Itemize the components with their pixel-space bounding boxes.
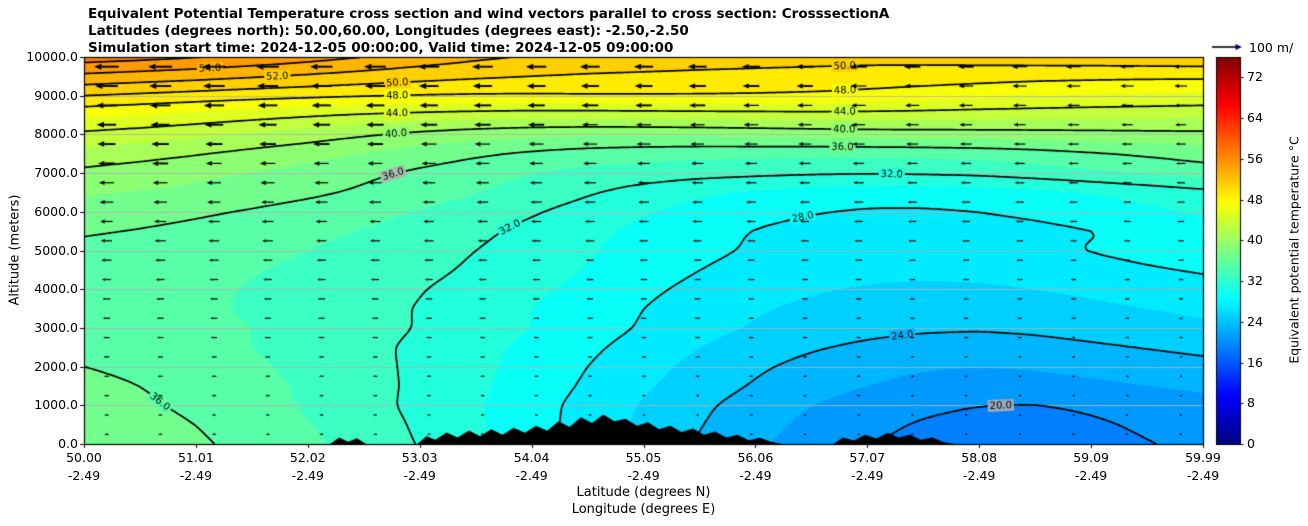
colorbar-tick-label: 40 (1247, 232, 1263, 248)
chart-title-line2: Latitudes (degrees north): 50.00,60.00, … (88, 23, 689, 39)
y-tick-label: 1000.0 (34, 397, 78, 413)
x-axis-label-longitude: Longitude (degrees E) (571, 502, 716, 517)
y-tick-label: 3000.0 (34, 319, 78, 335)
colorbar-tick-label: 8 (1247, 395, 1255, 411)
y-tick-label: 9000.0 (34, 87, 78, 103)
y-tick-label: 0.0 (58, 436, 78, 451)
x-tick-label: 51.01 -2.49 (161, 449, 231, 485)
y-tick-label: 4000.0 (34, 281, 78, 297)
y-tick-label: 8000.0 (34, 126, 78, 142)
x-tick-longitude-value: -2.49 (67, 468, 101, 483)
x-tick-longitude-value: -2.49 (403, 468, 436, 483)
y-tick-label: 10000.0 (26, 49, 78, 64)
x-tick-latitude-value: 59.09 (1073, 450, 1109, 465)
chart-title-block: Equivalent Potential Temperature cross s… (88, 6, 889, 57)
colorbar-tick-label: 48 (1247, 191, 1263, 207)
x-tick-longitude-value: -2.49 (739, 468, 772, 483)
x-tick-label: 53.03 -2.49 (385, 449, 455, 485)
x-tick-longitude-value: -2.49 (1186, 468, 1220, 483)
y-tick-label: 2000.0 (34, 358, 78, 374)
x-tick-label: 58.08 -2.49 (944, 449, 1014, 485)
colorbar-tick-label: 0 (1247, 436, 1255, 451)
colorbar-tick-label: 56 (1247, 150, 1263, 166)
colorbar-tick-label: 64 (1247, 110, 1263, 126)
chart-title-line3: Simulation start time: 2024-12-05 00:00:… (88, 40, 674, 56)
x-tick-longitude-value: -2.49 (627, 468, 660, 483)
x-tick-latitude-value: 51.01 (177, 450, 214, 465)
x-tick-label: 55.05 -2.49 (609, 449, 679, 485)
x-tick-label: 59.99 -2.49 (1168, 449, 1238, 485)
x-tick-longitude-value: -2.49 (851, 468, 884, 483)
x-tick-label: 56.06 -2.49 (720, 449, 790, 485)
x-tick-label: 54.04 -2.49 (497, 449, 567, 485)
x-tick-latitude-value: 54.04 (513, 450, 550, 465)
x-tick-latitude-value: 57.07 (849, 450, 886, 465)
y-tick-label: 6000.0 (34, 203, 78, 219)
x-axis-label-latitude: Latitude (degrees N) (576, 485, 711, 500)
x-tick-longitude-value: -2.49 (179, 468, 213, 483)
x-tick-longitude-value: -2.49 (1074, 468, 1108, 483)
colorbar-tick-label: 72 (1247, 69, 1263, 85)
x-tick-latitude-value: 59.99 (1185, 450, 1221, 465)
colorbar-label: Equivalent potential temperature °C (1286, 136, 1302, 364)
x-tick-latitude-value: 50.00 (66, 450, 102, 465)
x-tick-label: 57.07 -2.49 (832, 449, 902, 485)
chart-title-line1: Equivalent Potential Temperature cross s… (88, 6, 890, 22)
x-tick-latitude-value: 58.08 (961, 450, 998, 465)
colorbar-tick-label: 24 (1247, 313, 1263, 329)
x-tick-longitude-value: -2.49 (291, 468, 324, 483)
x-tick-latitude-value: 52.02 (289, 450, 326, 465)
x-tick-latitude-value: 56.06 (737, 450, 774, 465)
x-tick-latitude-value: 53.03 (401, 450, 438, 465)
x-tick-label: 50.00 -2.49 (49, 449, 119, 485)
x-tick-label: 52.02 -2.49 (273, 449, 343, 485)
colorbar-tick-label: 16 (1247, 354, 1263, 370)
x-tick-label: 59.09 -2.49 (1056, 449, 1126, 485)
x-tick-longitude-value: -2.49 (963, 468, 996, 483)
y-tick-label: 5000.0 (34, 242, 78, 258)
wind-legend-label: 100 m/ (1249, 40, 1294, 55)
colorbar-tick-label: 32 (1247, 273, 1263, 289)
x-tick-latitude-value: 55.05 (625, 450, 662, 465)
x-tick-longitude-value: -2.49 (515, 468, 548, 483)
y-tick-label: 7000.0 (34, 165, 78, 181)
